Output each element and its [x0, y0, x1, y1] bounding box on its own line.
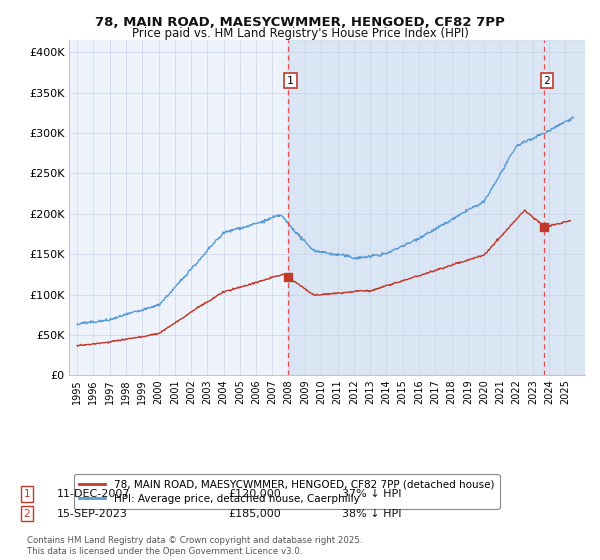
Text: Price paid vs. HM Land Registry's House Price Index (HPI): Price paid vs. HM Land Registry's House … — [131, 27, 469, 40]
Text: 2: 2 — [23, 508, 31, 519]
Legend: 78, MAIN ROAD, MAESYCWMMER, HENGOED, CF82 7PP (detached house), HPI: Average pri: 78, MAIN ROAD, MAESYCWMMER, HENGOED, CF8… — [74, 474, 499, 509]
Text: 37% ↓ HPI: 37% ↓ HPI — [342, 489, 401, 499]
Text: 1: 1 — [23, 489, 31, 499]
Text: 11-DEC-2007: 11-DEC-2007 — [57, 489, 131, 499]
Text: 2: 2 — [544, 76, 550, 86]
Text: 38% ↓ HPI: 38% ↓ HPI — [342, 508, 401, 519]
Bar — [288, 40, 585, 375]
Text: 1: 1 — [287, 76, 294, 86]
Text: Contains HM Land Registry data © Crown copyright and database right 2025.
This d: Contains HM Land Registry data © Crown c… — [27, 536, 362, 556]
Text: £120,000: £120,000 — [228, 489, 281, 499]
Text: 78, MAIN ROAD, MAESYCWMMER, HENGOED, CF82 7PP: 78, MAIN ROAD, MAESYCWMMER, HENGOED, CF8… — [95, 16, 505, 29]
Text: £185,000: £185,000 — [228, 508, 281, 519]
Text: 15-SEP-2023: 15-SEP-2023 — [57, 508, 128, 519]
